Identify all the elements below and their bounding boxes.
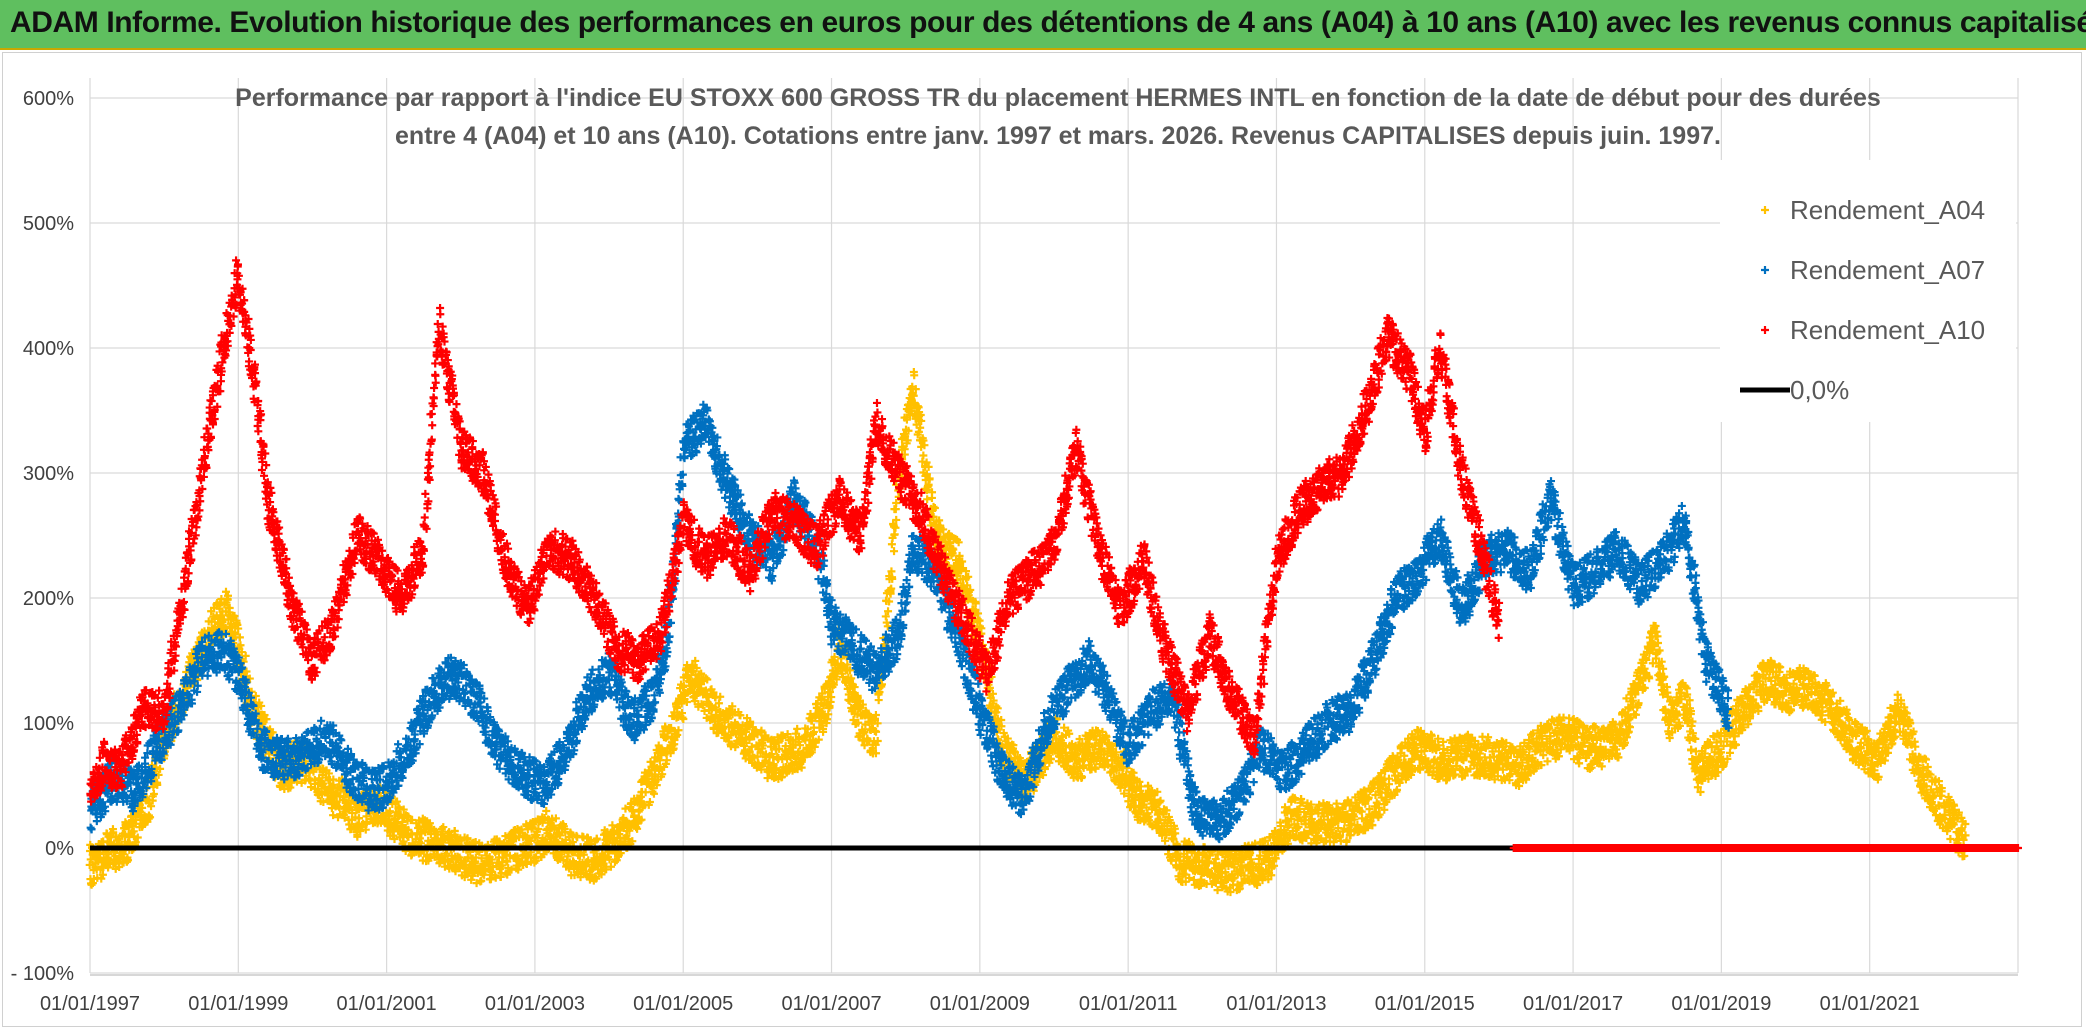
x-tick-label: 01/01/2003 — [485, 993, 585, 1015]
point-rendement_a04 — [257, 701, 266, 710]
y-tick-label: 0% — [45, 838, 74, 860]
x-tick-label: 01/01/1999 — [188, 993, 288, 1015]
point-rendement_a04 — [292, 777, 301, 786]
point-rendement_a04 — [339, 793, 348, 802]
point-rendement_a04 — [332, 797, 341, 806]
y-tick-label: 400% — [23, 338, 74, 360]
point-rendement_a04 — [104, 863, 113, 872]
y-tick-label: 600% — [23, 88, 74, 110]
point-rendement_a04 — [438, 827, 447, 836]
point-rendement_a04 — [890, 547, 899, 556]
point-rendement_a04 — [144, 814, 153, 823]
point-rendement_a04 — [237, 648, 246, 657]
x-tick-label: 01/01/2007 — [781, 993, 881, 1015]
point-rendement_a04 — [716, 692, 725, 701]
point-rendement_a04 — [329, 775, 338, 784]
point-rendement_a04 — [348, 808, 357, 817]
point-rendement_a04 — [97, 874, 106, 883]
x-tick-label: 01/01/2013 — [1226, 993, 1326, 1015]
point-rendement_a04 — [262, 715, 271, 724]
point-rendement_a04 — [147, 802, 156, 811]
point-rendement_a04 — [408, 815, 417, 824]
point-rendement_a04 — [927, 493, 936, 502]
point-rendement_a04 — [216, 611, 225, 620]
point-rendement_a04 — [345, 820, 354, 829]
point-rendement_a04 — [241, 651, 250, 660]
point-rendement_a04 — [98, 870, 107, 879]
point-rendement_a04 — [455, 853, 464, 862]
point-rendement_a04 — [329, 811, 338, 820]
point-rendement_a04 — [621, 804, 630, 813]
point-rendement_a04 — [109, 828, 118, 837]
point-rendement_a04 — [432, 850, 441, 859]
report-banner: ADAM Informe. Evolution historique des p… — [0, 0, 2086, 50]
point-rendement_a04 — [118, 850, 127, 859]
point-rendement_a04 — [335, 802, 344, 811]
point-rendement_a04 — [353, 832, 362, 841]
point-rendement_a04 — [1484, 733, 1493, 742]
point-rendement_a04 — [152, 763, 161, 772]
x-tick-label: 01/01/2017 — [1523, 993, 1623, 1015]
point-rendement_a04 — [123, 853, 132, 862]
point-rendement_a04 — [251, 692, 260, 701]
point-rendement_a04 — [309, 767, 318, 776]
x-tick-label: 01/01/2005 — [633, 993, 733, 1015]
x-tick-label: 01/01/2021 — [1820, 993, 1920, 1015]
point-rendement_a04 — [286, 783, 295, 792]
x-tick-label: 01/01/1997 — [40, 993, 140, 1015]
point-rendement_a04 — [919, 451, 928, 460]
point-rendement_a04 — [146, 813, 155, 822]
point-rendement_a04 — [138, 803, 147, 812]
point-rendement_a04 — [133, 833, 142, 842]
point-rendement_a04 — [129, 832, 138, 841]
performance-chart: - 100% 0% 100% 200% 300% 400% 500% 600% 01/01/19… — [11, 78, 2022, 1015]
point-rendement_a04 — [460, 873, 469, 882]
point-rendement_a04 — [463, 834, 472, 843]
point-rendement_a04 — [131, 838, 140, 847]
x-tick-label: 01/01/2011 — [1079, 993, 1178, 1015]
x-tick-label: 01/01/2009 — [930, 993, 1030, 1015]
point-rendement_a04 — [425, 819, 434, 828]
point-rendement_a04 — [891, 505, 900, 514]
point-rendement_a04 — [235, 633, 244, 642]
y-tick-label: 300% — [23, 463, 74, 485]
point-rendement_a04 — [542, 807, 551, 816]
point-rendement_a04 — [1575, 759, 1584, 768]
point-rendement_a04 — [335, 792, 344, 801]
report-title: ADAM Informe. Evolution historique des p… — [10, 6, 2086, 39]
point-rendement_a04 — [156, 764, 165, 773]
point-rendement_a04 — [356, 827, 365, 836]
point-rendement_a04 — [153, 778, 162, 787]
y-tick-label: 500% — [23, 213, 74, 235]
point-rendement_a04 — [393, 797, 402, 806]
point-rendement_a04 — [236, 641, 245, 650]
point-rendement_a04 — [115, 863, 124, 872]
x-tick-label: 01/01/2001 — [337, 993, 437, 1015]
point-rendement_a04 — [231, 628, 240, 637]
point-rendement_a04 — [242, 667, 251, 676]
point-rendement_a04 — [149, 790, 158, 799]
point-rendement_a04 — [923, 495, 932, 504]
y-tick-label: - 100% — [11, 963, 75, 985]
point-rendement_a04 — [234, 624, 243, 633]
x-tick-label: 01/01/2019 — [1671, 993, 1771, 1015]
point-rendement_a04 — [324, 769, 333, 778]
point-rendement_a04 — [793, 724, 802, 733]
point-rendement_a04 — [230, 611, 239, 620]
y-tick-label: 200% — [23, 588, 74, 610]
y-tick-label: 100% — [23, 713, 74, 735]
point-rendement_a04 — [398, 817, 407, 826]
point-rendement_a04 — [390, 835, 399, 844]
point-rendement_a04 — [225, 603, 234, 612]
point-rendement_a04 — [471, 857, 480, 866]
point-rendement_a04 — [399, 837, 408, 846]
point-rendement_a04 — [399, 805, 408, 814]
x-tick-label: 01/01/2015 — [1375, 993, 1475, 1015]
point-rendement_a04 — [467, 875, 476, 884]
point-rendement_a04 — [223, 591, 232, 600]
